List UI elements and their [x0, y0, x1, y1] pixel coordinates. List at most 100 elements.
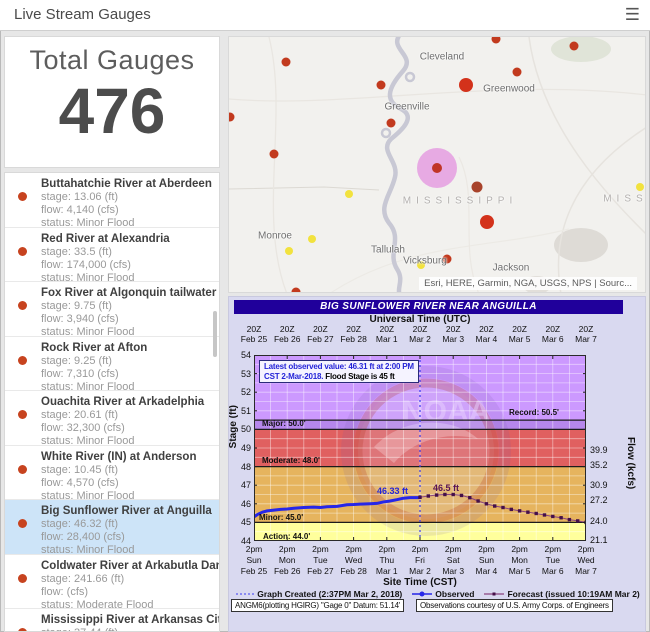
site-day-tick: Wed [577, 555, 595, 565]
gauge-marker[interactable] [417, 261, 425, 269]
list-item[interactable]: Red River at Alexandria stage: 33.5 (ft) f… [5, 228, 219, 282]
site-time-tick: 2pm [345, 544, 362, 554]
action-stage-label: Action: 44.0' [263, 532, 311, 541]
utc-tick: 20Z [479, 324, 494, 334]
hydrograph-title: BIG SUNFLOWER RIVER NEAR ANGUILLA [234, 300, 623, 314]
utc-date-tick: Mar 2 [409, 334, 431, 344]
site-date-tick: Mar 5 [508, 566, 531, 576]
list-item[interactable]: White River (IN) at Anderson stage: 10.45… [5, 446, 219, 500]
forecast-peak-label: 46.5 ft [433, 482, 460, 493]
list-item[interactable]: Buttahatchie River at Aberdeen stage: 13.… [5, 173, 219, 228]
gauge-status-dot [18, 192, 27, 201]
site-date-tick: Feb 27 [307, 566, 334, 576]
gauge-status: status: Minor Flood [41, 489, 135, 500]
utc-date-tick: Mar 5 [508, 334, 531, 344]
site-time-tick: 2pm [378, 544, 396, 554]
gauge-status-dot [18, 628, 27, 631]
gauge-marker[interactable] [459, 78, 473, 92]
gauge-marker[interactable] [471, 181, 483, 193]
gauge-marker[interactable] [569, 41, 579, 51]
site-day-tick: Fri [415, 555, 425, 565]
site-date-tick: Mar 7 [575, 566, 597, 576]
gauge-marker[interactable] [491, 37, 501, 44]
site-date-tick: Mar 1 [375, 566, 398, 576]
site-time-tick: 2pm [511, 544, 528, 554]
gauge-marker[interactable] [636, 183, 644, 191]
page-title: Live Stream Gauges [14, 6, 151, 23]
map-basemap [229, 37, 645, 292]
site-date-tick: Feb 26 [273, 566, 301, 576]
hydrograph-plot: NOAA [252, 354, 588, 542]
selected-gauge-marker[interactable] [417, 148, 457, 188]
gauge-datum-note: ANGM6(plotting HGIRG) "Gage 0" Datum: 51… [231, 599, 405, 612]
gauge-stage: stage: 9.75 (ft) [41, 300, 112, 312]
gauge-marker[interactable] [480, 215, 494, 229]
site-day-tick: Sun [246, 555, 262, 565]
utc-axis-label: Universal Time (UTC) [369, 314, 471, 325]
flow-tick: 27.2 [590, 495, 608, 505]
gauge-flow: flow: 7,310 (cfs) [41, 367, 119, 380]
gauge-status-dot [18, 410, 27, 419]
site-date-tick: Mar 2 [409, 566, 431, 576]
site-time-tick: 2pm [312, 544, 329, 554]
state-label: MISSISS [603, 193, 645, 205]
observed-line-swatch [412, 591, 433, 597]
site-date-tick: Mar 4 [475, 566, 498, 576]
gauge-stage: stage: 33.5 (ft) [41, 245, 112, 258]
list-item[interactable]: Big Sunflower River at Anguilla stage: 46… [5, 500, 219, 555]
forecast-line-swatch [484, 592, 505, 596]
gauge-stage: stage: 37.44 (ft) [41, 627, 213, 631]
gauge-marker[interactable] [376, 80, 386, 90]
gauge-name: Big Sunflower River at Anguilla [41, 505, 212, 517]
gauge-stage: stage: 9.25 (ft) [41, 354, 112, 367]
utc-tick: 20Z [379, 324, 395, 334]
stage-tick: 46 [240, 498, 251, 509]
site-date-tick: Feb 28 [340, 566, 367, 576]
gauge-flow: flow: 4,570 (cfs) [41, 476, 119, 489]
map-panel[interactable]: Cleveland Greenwood Greenville Monroe Tallul… [228, 36, 646, 293]
gauge-marker[interactable] [386, 118, 396, 128]
list-item[interactable]: Fox River at Algonquin tailwater stage: 9… [5, 282, 219, 337]
gauge-marker[interactable] [512, 67, 522, 77]
gauge-marker[interactable] [345, 190, 353, 198]
gauge-marker[interactable] [229, 112, 235, 122]
list-item[interactable]: Mississippi River at Arkansas Citystage:… [5, 609, 219, 631]
stage-tick: 48 [240, 461, 251, 472]
gauge-status-dot [18, 519, 27, 528]
list-scrollbar[interactable] [213, 311, 217, 357]
gauge-name: Red River at Alexandria [41, 232, 170, 245]
site-day-tick: Tue [545, 555, 560, 565]
gauge-marker[interactable] [285, 247, 293, 255]
list-item[interactable]: Coldwater River at Arkabutla Dam stage: 2… [5, 555, 219, 609]
gauge-stage: stage: 46.32 (ft) [41, 518, 119, 530]
utc-tick: 20Z [279, 324, 295, 334]
utc-date-tick: Mar 6 [541, 334, 564, 344]
site-day-tick: Wed [344, 555, 363, 565]
site-time-tick: 2pm [577, 544, 595, 554]
gauge-marker[interactable] [291, 287, 301, 292]
gauge-status: status: Minor Flood [41, 435, 135, 446]
gauge-marker[interactable] [442, 254, 452, 264]
total-gauges-panel: Total Gauges 476 [4, 36, 220, 168]
gauge-name: White River (IN) at Anderson [41, 450, 197, 463]
list-item[interactable]: Rock River at Afton stage: 9.25 (ft) flow:… [5, 337, 219, 391]
city-label: Greenwood [483, 83, 535, 95]
gauge-status: status: Minor Flood [41, 380, 135, 391]
gauge-marker[interactable] [308, 235, 316, 243]
gauge-marker[interactable] [269, 149, 279, 159]
list-item[interactable]: Ouachita River at Arkadelphia stage: 20.6… [5, 391, 219, 446]
gauge-marker[interactable] [281, 57, 291, 67]
observed-value-label: 46.33 ft [377, 485, 409, 496]
utc-tick: 20Z [512, 324, 527, 334]
stage-tick: 49 [240, 443, 251, 453]
hamburger-menu-icon[interactable]: ☰ [624, 5, 640, 24]
utc-tick: 20Z [412, 324, 428, 334]
site-time-tick: 2pm [444, 544, 462, 554]
utc-date-tick: Mar 7 [575, 334, 597, 344]
site-time-tick: 2pm [544, 544, 562, 554]
site-date-tick: Feb 25 [240, 566, 268, 576]
flow-tick: 24.0 [590, 516, 608, 526]
utc-date-tick: Mar 4 [475, 334, 498, 344]
city-label: Jackson [492, 262, 530, 274]
stage-tick: 47 [240, 480, 251, 491]
